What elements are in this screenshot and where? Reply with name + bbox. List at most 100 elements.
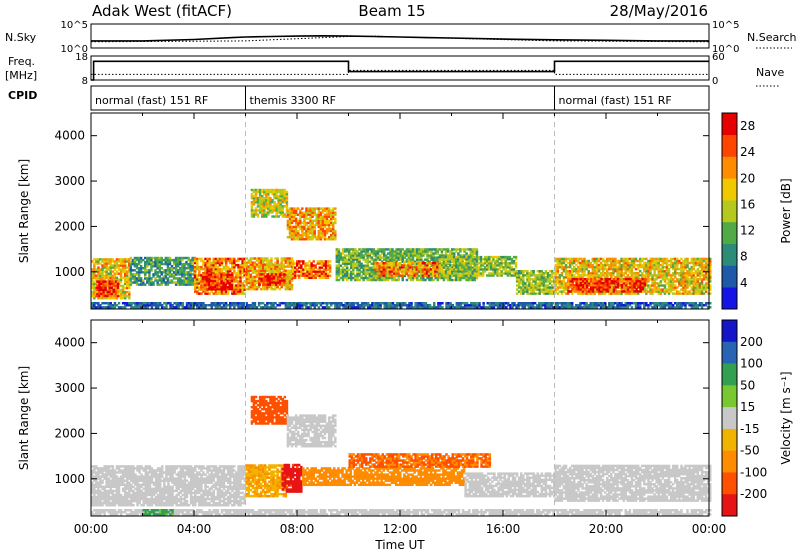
power-cell — [154, 269, 157, 272]
power-cell — [356, 258, 359, 261]
power-cell — [671, 257, 675, 261]
power-cell — [95, 276, 98, 280]
power-cell — [698, 270, 702, 273]
power-cell — [247, 259, 251, 262]
power-cell — [230, 273, 234, 277]
power-cell — [682, 265, 685, 269]
power-cell — [459, 268, 462, 271]
power-cell — [459, 278, 462, 282]
power-cell — [394, 274, 398, 277]
power-cell — [142, 267, 145, 270]
power-cell — [313, 227, 316, 231]
power-cell — [216, 261, 220, 265]
power-cell — [678, 274, 681, 277]
power-cell — [245, 263, 248, 266]
power-cell — [249, 277, 253, 281]
power-cell — [156, 262, 159, 266]
power-cell — [335, 268, 339, 272]
power-cell — [103, 278, 106, 282]
power-cell — [325, 231, 329, 235]
power-cell — [174, 283, 178, 286]
power-cell — [612, 272, 615, 275]
power-cell — [158, 262, 161, 266]
power-cell — [603, 261, 607, 265]
power-cell — [622, 265, 625, 269]
power-cell — [589, 265, 592, 269]
power-cell — [144, 265, 147, 268]
power-cell — [704, 261, 708, 265]
power-cell — [302, 262, 305, 265]
power-cell — [252, 196, 256, 200]
power-cell — [124, 282, 127, 286]
power-cell — [218, 283, 221, 287]
cpid-frame — [90, 85, 710, 111]
power-cell — [669, 290, 673, 293]
power-cell — [461, 270, 464, 273]
power-cell — [663, 284, 667, 287]
power-cell — [376, 248, 380, 251]
power-cell — [106, 282, 109, 285]
power-cell — [606, 259, 609, 263]
power-cell — [202, 261, 205, 265]
power-cell — [577, 280, 580, 283]
power-cell — [208, 263, 211, 267]
power-cell — [262, 271, 265, 275]
power-cell — [224, 287, 227, 291]
power-cell — [352, 254, 355, 257]
power-cell — [597, 259, 601, 263]
power-cell — [618, 278, 621, 281]
power-cell — [277, 207, 280, 210]
power-cell — [107, 297, 110, 300]
power-cell — [326, 272, 330, 275]
power-cell — [362, 250, 365, 253]
power-cell — [409, 254, 413, 257]
power-cell — [520, 278, 523, 281]
power-cell — [536, 286, 539, 289]
power-cell — [368, 248, 372, 251]
power-cell — [345, 266, 349, 270]
power-cell — [179, 256, 182, 260]
power-cell — [618, 282, 621, 285]
power-cell — [401, 258, 404, 261]
power-cell — [643, 276, 646, 279]
power-cell — [649, 265, 652, 269]
power-cell — [517, 274, 521, 277]
power-cell — [255, 273, 259, 277]
power-cell — [198, 272, 201, 275]
power-cell — [407, 256, 411, 259]
power-cell — [429, 262, 433, 265]
power-cell — [266, 261, 269, 264]
power-cell — [301, 211, 304, 214]
power-cell — [206, 259, 209, 263]
power-cell — [366, 260, 369, 263]
power-cell — [686, 278, 689, 281]
power-cell — [661, 278, 665, 281]
power-cell — [307, 225, 310, 229]
power-cell — [243, 280, 246, 283]
power-cell — [442, 276, 446, 280]
power-cell — [277, 194, 280, 198]
power-cell — [498, 262, 501, 265]
power-cell — [315, 219, 318, 223]
power-cell — [250, 211, 254, 214]
power-cell — [322, 264, 326, 267]
power-cell — [117, 272, 121, 275]
power-cell — [262, 257, 265, 260]
power-cell — [337, 252, 341, 255]
power-cell — [345, 250, 349, 253]
power-cell — [107, 262, 110, 265]
power-cell — [374, 276, 378, 280]
power-cell — [280, 257, 283, 260]
power-cell — [321, 227, 325, 231]
power-cell — [263, 207, 266, 210]
freq-left-tick-1: 8 — [82, 76, 88, 87]
power-cell — [370, 276, 374, 280]
power-cell — [235, 274, 238, 277]
power-cell — [207, 283, 211, 287]
power-cell — [324, 274, 328, 277]
power-cell — [286, 269, 290, 272]
power-cell — [354, 266, 357, 270]
power-cell — [465, 270, 468, 274]
power-cell — [585, 259, 588, 263]
power-cell — [177, 258, 180, 262]
